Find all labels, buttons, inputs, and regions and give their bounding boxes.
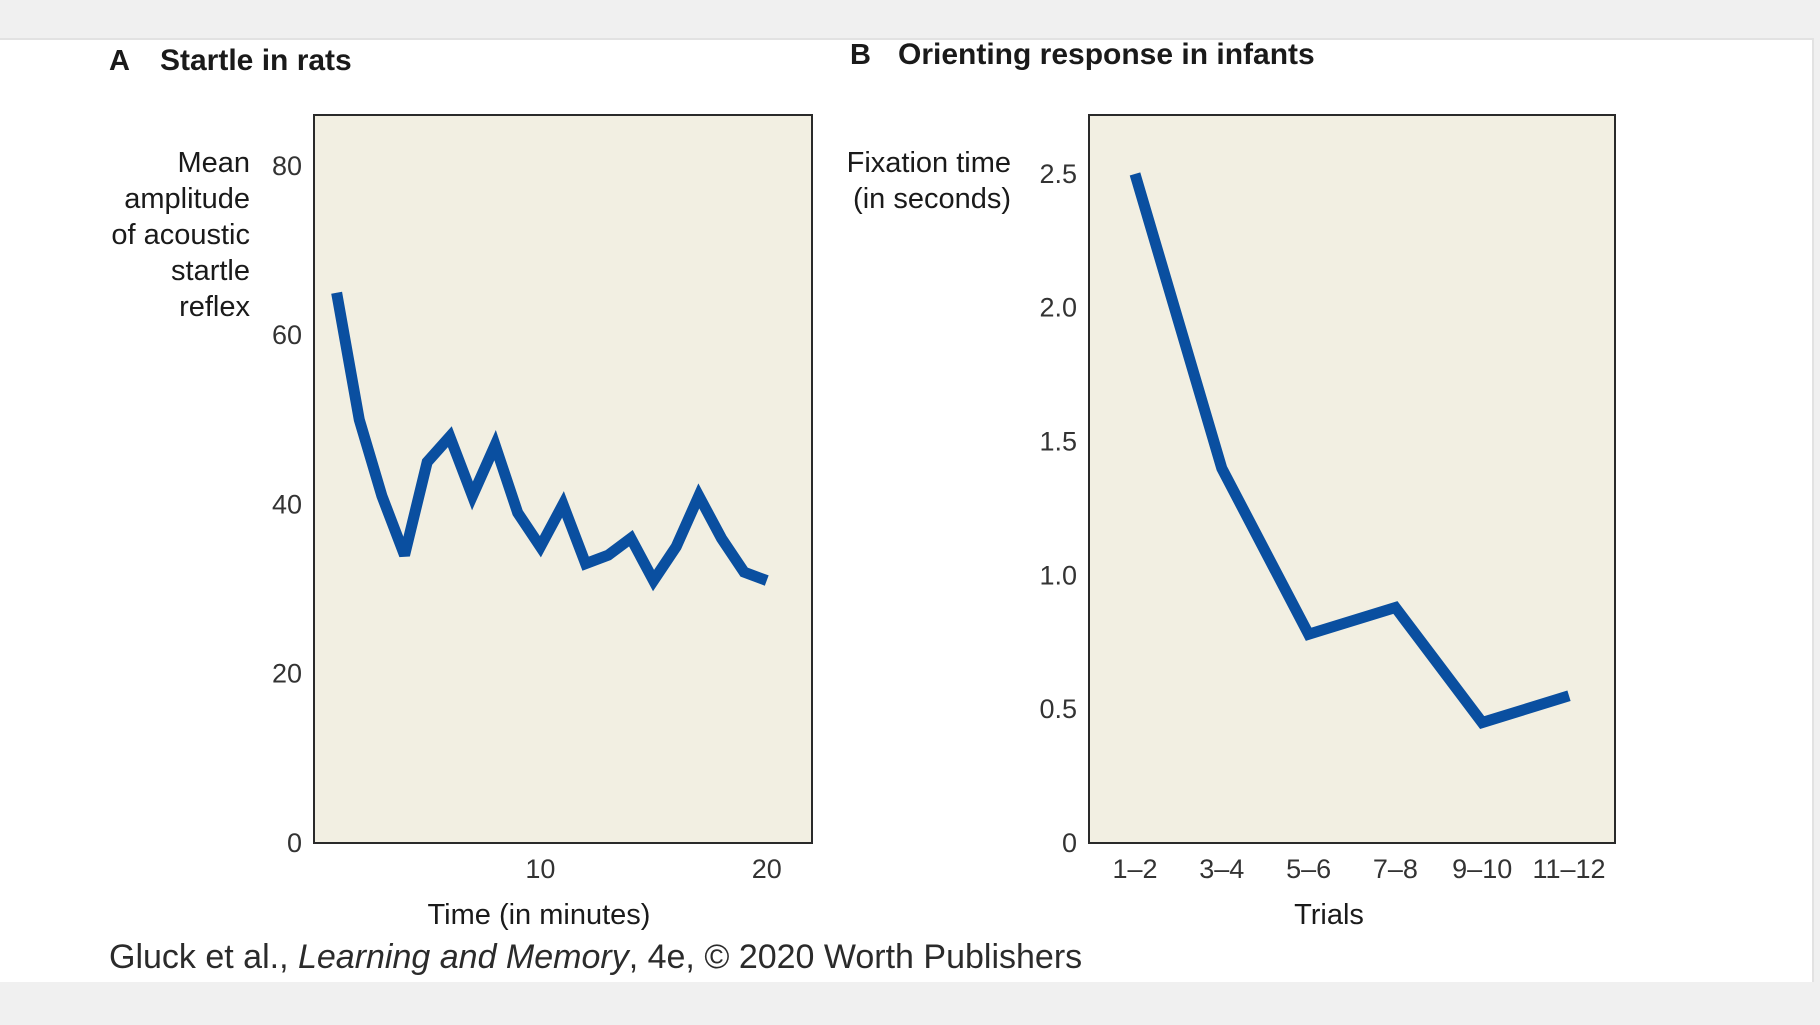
credit-prefix: Gluck et al., [109,938,298,976]
panel-a-y-tick-label: 20 [272,659,302,689]
credit-suffix: , 4e, © 2020 Worth Publishers [628,938,1083,976]
panel-b-title: Orienting response in infants [898,38,1315,71]
panel-b-y-tick-label: 0 [1062,828,1077,858]
panel-a-title: Startle in rats [160,44,352,77]
panel-b-x-tick-label: 1–2 [1112,854,1157,884]
panel-b-xlabel: Trials [1294,899,1364,931]
panel-b-plot-area [1088,114,1616,844]
panel-b-x-ticks: 1–2 3–4 5–6 7–8 9–10 11–12 [1112,854,1605,884]
panel-b-ylabel-line: (in seconds) [853,183,1011,215]
credit-book-title: Learning and Memory [297,938,629,976]
panel-a-points [336,292,767,581]
panel-b-y-tick-label: 2.5 [1039,159,1077,189]
panel-b-ylabel-line: Fixation time [847,147,1011,179]
panel-a-y-tick-label: 40 [272,489,302,519]
panel-b-x-tick-label: 3–4 [1199,854,1244,884]
panel-a-y-ticks: 0 20 40 60 80 [272,151,302,858]
panel-a-ylabel: Mean amplitude of acoustic startle reflex [111,147,250,323]
panel-b-x-tick-label: 7–8 [1373,854,1418,884]
panel-a-x-ticks: 10 20 [525,854,781,884]
panel-b-y-tick-label: 0.5 [1039,694,1077,724]
panel-a-x-tick-label: 10 [525,854,555,884]
panel-a-xlabel: Time (in minutes) [428,899,651,931]
panel-a-x-tick-label: 20 [752,854,782,884]
panel-b-series-line [1129,172,1571,729]
panel-a-ylabel-line: Mean [177,147,250,179]
panel-a-ylabel-line: of acoustic [111,219,250,251]
panel-a: 0 20 40 60 80 10 20 Mean amplitude of acoustic s… [111,114,813,931]
panel-a-y-tick-label: 80 [272,151,302,181]
bottom-band [0,982,1814,1025]
panel-b: 0 0.5 1.0 1.5 2.0 2.5 1–2 3–4 5–6 7–8 9–10 11–12 F… [847,114,1616,931]
panel-b-ylabel: Fixation time (in seconds) [847,147,1011,215]
panel-a-ylabel-line: amplitude [124,183,250,215]
panel-a-y-tick-label: 0 [287,828,302,858]
credit-line: Gluck et al., Learning and Memory, 4e, ©… [109,938,1082,977]
panel-b-y-ticks: 0 0.5 1.0 1.5 2.0 2.5 [1039,159,1077,858]
panel-a-series-line [331,291,769,592]
panel-a-ylabel-line: reflex [179,291,250,323]
panel-a-y-tick-label: 60 [272,320,302,350]
panel-a-letter: A [109,45,130,77]
panel-b-x-tick-label: 11–12 [1532,854,1605,884]
panel-b-y-tick-label: 1.0 [1039,560,1077,590]
panel-b-y-tick-label: 2.0 [1039,293,1077,323]
panel-a-ylabel-line: startle [171,255,250,287]
panel-b-x-tick-label: 5–6 [1286,854,1331,884]
panel-b-points [1134,173,1570,723]
panel-b-x-tick-label: 9–10 [1452,854,1512,884]
panel-b-y-tick-label: 1.5 [1039,427,1077,457]
panel-b-letter: B [850,39,871,71]
panel-a-plot-area [313,114,813,844]
